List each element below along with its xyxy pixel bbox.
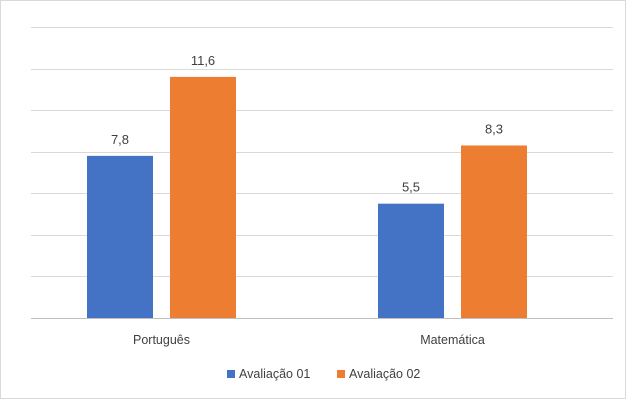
legend-label: Avaliação 02 xyxy=(349,367,420,381)
data-label: 5,5 xyxy=(402,180,420,195)
bars xyxy=(87,76,527,318)
bar xyxy=(461,145,527,318)
category-label: Português xyxy=(133,333,190,347)
data-label: 7,8 xyxy=(111,132,129,147)
legend-swatch xyxy=(227,370,235,378)
bar xyxy=(87,155,153,318)
bar xyxy=(378,203,444,318)
category-label: Matemática xyxy=(420,333,485,347)
category-axis: Português Matemática xyxy=(133,333,485,347)
data-label: 11,6 xyxy=(191,53,215,68)
legend-swatch xyxy=(337,370,345,378)
data-labels: 7,8 11,6 5,5 8,3 xyxy=(111,53,503,195)
bar xyxy=(170,76,236,318)
data-label: 8,3 xyxy=(485,121,503,136)
legend-label: Avaliação 01 xyxy=(239,367,310,381)
legend: Avaliação 01 Avaliação 02 xyxy=(227,367,420,381)
